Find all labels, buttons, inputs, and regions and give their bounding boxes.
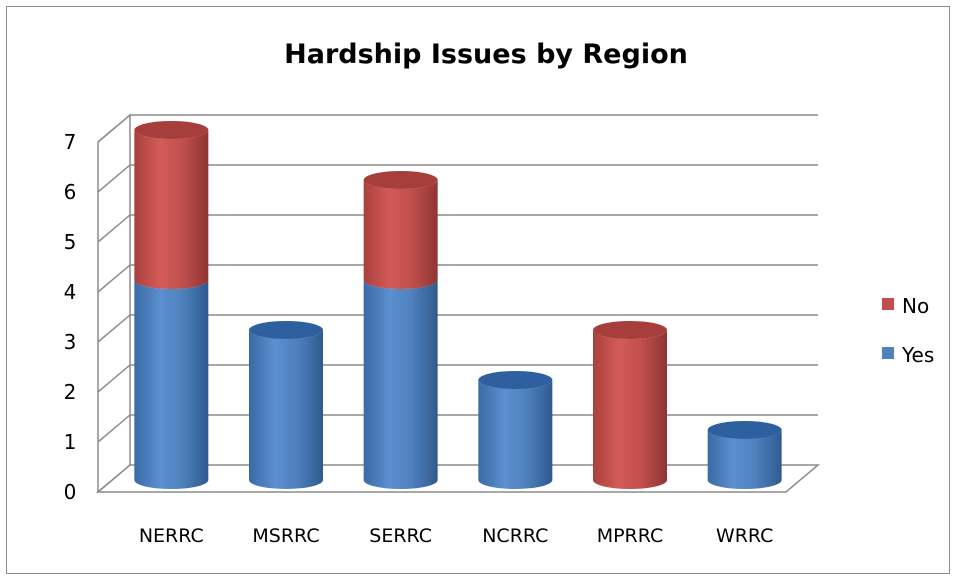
floor [95, 464, 821, 493]
x-axis-labels: NERRC MSRRC SERRC NCRRC MPRRC WRRC [139, 525, 774, 547]
bars [134, 121, 782, 489]
y-tick-label: 2 [64, 380, 77, 404]
bar-top-ncrrc [478, 371, 553, 389]
bar-top-mprrc [593, 321, 667, 339]
gridline [97, 264, 818, 293]
legend-swatch-yes [882, 347, 894, 359]
gridline [97, 414, 818, 443]
gridline [97, 314, 818, 343]
legend-swatch-no [882, 298, 894, 310]
y-tick-label: 0 [64, 480, 77, 504]
bar-group-msrrc [249, 321, 323, 489]
y-tick-label: 5 [64, 230, 77, 254]
bar-top-serrc [363, 171, 438, 189]
x-tick-label: MPRRC [597, 525, 664, 547]
bar-group-mprrc [593, 321, 667, 489]
bar-group-wrrc [707, 421, 782, 489]
bar-yes-serrc [363, 280, 438, 489]
y-tick-label: 6 [64, 180, 77, 204]
legend: No Yes [882, 294, 934, 367]
y-tick-label: 1 [64, 430, 77, 454]
bar-top-msrrc [249, 321, 323, 339]
bar-yes-ncrrc [478, 380, 553, 489]
legend-label-no: No [902, 294, 929, 318]
bar-no-serrc [363, 180, 438, 289]
x-tick-label: SERRC [369, 525, 432, 547]
x-tick-label: NCRRC [482, 525, 548, 547]
bar-yes-nerrc [134, 280, 209, 489]
gridlines [97, 114, 818, 443]
bar-group-nerrc [134, 121, 209, 489]
y-tick-label: 4 [64, 280, 77, 304]
bar-top-wrrc [707, 421, 782, 439]
y-axis-ticks: 0 1 2 3 4 5 6 7 [64, 130, 77, 504]
legend-label-yes: Yes [901, 343, 934, 367]
bar-top-nerrc [134, 121, 209, 139]
bar-yes-wrrc [707, 430, 782, 489]
gridline [97, 114, 818, 143]
x-tick-label: MSRRC [252, 525, 319, 547]
side-wall [97, 113, 131, 494]
bar-yes-msrrc [249, 330, 323, 489]
y-tick-label: 3 [64, 330, 77, 354]
bar-no-nerrc [134, 130, 209, 289]
y-tick-label: 7 [64, 130, 77, 154]
bar-group-serrc [363, 171, 438, 489]
gridline [97, 164, 818, 193]
chart-title: Hardship Issues by Region [284, 39, 688, 70]
gridline [97, 214, 818, 243]
x-tick-label: WRRC [716, 525, 774, 547]
bar-group-ncrrc [478, 371, 553, 489]
x-tick-label: NERRC [139, 525, 204, 547]
gridline [97, 364, 818, 393]
bar-no-mprrc [593, 330, 667, 489]
